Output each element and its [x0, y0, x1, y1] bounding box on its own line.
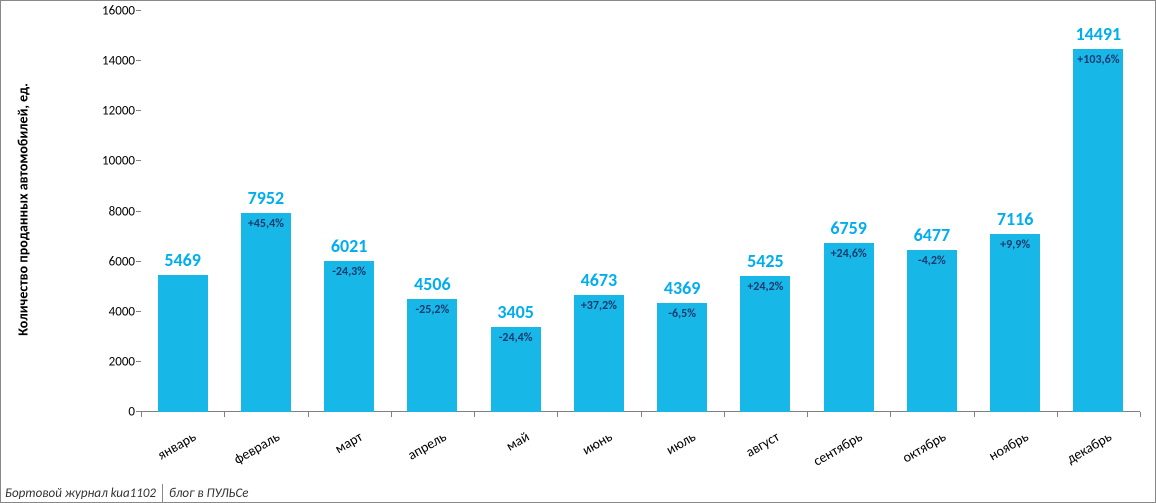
bar-pct-label: -24,3%: [308, 265, 391, 279]
y-tick-mark: [136, 311, 141, 312]
bar-slot: 3405 -24,4%: [474, 11, 557, 412]
bar: [241, 213, 291, 412]
y-tick-label: 2000: [109, 354, 135, 369]
bar-pct-label: +37,2%: [557, 299, 640, 313]
y-tick-label: 4000: [109, 304, 135, 319]
bar: [158, 275, 208, 412]
bar-pct-label: +24,2%: [724, 280, 807, 294]
bar: [1073, 49, 1123, 412]
x-category-label: декабрь: [1064, 428, 1115, 467]
bar-pct-label: +24,6%: [807, 247, 890, 261]
y-tick-mark: [136, 211, 141, 212]
bar-pct-label: -6,5%: [641, 307, 724, 321]
bar-slot: 4506 -25,2%: [391, 11, 474, 412]
y-tick-label: 10000: [102, 154, 135, 169]
bar-value-label: 5469: [141, 249, 224, 271]
y-ticks: 0200040006000800010000120001400016000: [91, 11, 141, 412]
y-tick-label: 8000: [109, 204, 135, 219]
bar-value-label: 4673: [557, 269, 640, 291]
bar-slot: 14491 +103,6%: [1057, 11, 1140, 412]
y-axis-label: Количество проданных автомобилей, ед.: [15, 83, 32, 336]
bar-pct-label: -25,2%: [391, 303, 474, 317]
x-category-label: ноябрь: [986, 428, 1032, 464]
y-tick-mark: [136, 110, 141, 111]
bar: [907, 250, 957, 412]
x-category-label: сентябрь: [810, 428, 865, 470]
bar-pct-label: +45,4%: [224, 217, 307, 231]
bar: [324, 261, 374, 412]
bar: [824, 243, 874, 412]
bar-value-label: 7952: [224, 187, 307, 209]
y-tick-mark: [136, 261, 141, 262]
bar-slot: 6759 +24,6%: [807, 11, 890, 412]
y-tick-mark: [136, 361, 141, 362]
chart-container: Количество проданных автомобилей, ед. 0 2…: [0, 0, 1156, 503]
y-tick-label: 12000: [102, 104, 135, 119]
bar-value-label: 6759: [807, 217, 890, 239]
bar-slot: 7952 +45,4%: [224, 11, 307, 412]
bar-slot: 4673 +37,2%: [557, 11, 640, 412]
x-category-label: апрель: [404, 428, 449, 464]
footer-right: блог в ПУЛЬСе: [169, 486, 248, 501]
bar-pct-label: +9,9%: [974, 238, 1057, 252]
y-tick-mark: [136, 160, 141, 161]
plot-area: 0200040006000800010000120001400016000 54…: [91, 11, 1140, 412]
bar-slot: 6477 -4,2%: [890, 11, 973, 412]
bar-value-label: 14491: [1057, 23, 1140, 45]
footer-left: Бортовой журнал kua1102: [1, 486, 156, 501]
y-tick-label: 14000: [102, 54, 135, 69]
x-labels: январь февраль март апрель май июнь июль август…: [141, 416, 1140, 502]
bar-value-label: 5425: [724, 250, 807, 272]
y-tick-label: 16000: [102, 4, 135, 19]
bar-value-label: 6021: [308, 235, 391, 257]
x-category-label: март: [332, 428, 366, 457]
bar-pct-label: -24,4%: [474, 331, 557, 345]
bars-area: 5469 7952 +45,4%6021 -24,3%4506 -25,2%3405 -2…: [141, 11, 1140, 412]
bar-pct-label: +103,6%: [1057, 53, 1140, 67]
x-category-label: июнь: [579, 428, 615, 459]
x-category-label: февраль: [230, 428, 282, 468]
bar-slot: 6021 -24,3%: [308, 11, 391, 412]
bar-slot: 7116 +9,9%: [974, 11, 1057, 412]
x-category-label: июль: [663, 428, 698, 458]
bar-slot: 5425 +24,2%: [724, 11, 807, 412]
x-category-label: январь: [155, 428, 199, 463]
bar-pct-label: -4,2%: [890, 254, 973, 268]
bar-value-label: 4369: [641, 277, 724, 299]
bar-value-label: 3405: [474, 301, 557, 323]
x-category-label: октябрь: [899, 428, 948, 466]
footer: Бортовой журнал kua1102 блог в ПУЛЬСе: [1, 484, 248, 502]
y-tick-mark: [136, 10, 141, 11]
bar-slot: 5469: [141, 11, 224, 412]
bar-value-label: 6477: [890, 224, 973, 246]
y-tick-label: 6000: [109, 254, 135, 269]
y-tick-label: 0: [128, 405, 135, 420]
bar: [990, 234, 1040, 412]
bar-value-label: 7116: [974, 208, 1057, 230]
x-category-label: май: [503, 428, 532, 455]
bar: [740, 276, 790, 412]
bar-value-label: 4506: [391, 273, 474, 295]
bar-slot: 4369 -6,5%: [641, 11, 724, 412]
footer-separator: [162, 484, 163, 502]
x-category-label: август: [742, 428, 782, 461]
x-tick-mark: [1140, 412, 1141, 417]
y-tick-mark: [136, 60, 141, 61]
